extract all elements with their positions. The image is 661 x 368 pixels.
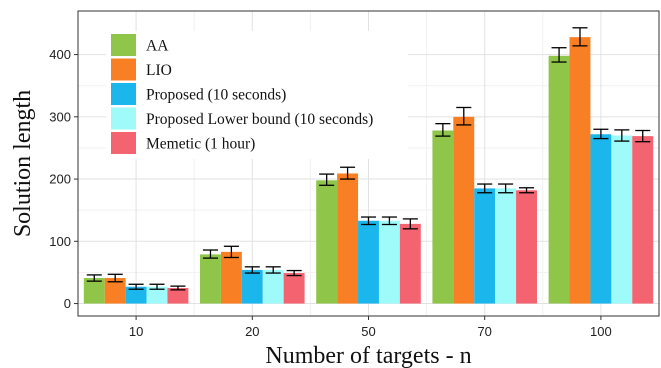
legend: AA LIO Proposed (10 seconds) Proposed Lower… xyxy=(106,31,408,159)
bar xyxy=(569,37,591,304)
bar xyxy=(146,286,168,304)
bar xyxy=(83,278,105,304)
bar xyxy=(378,220,400,304)
x-tick-label: 70 xyxy=(477,324,491,339)
bar xyxy=(632,136,654,304)
x-tick-label: 100 xyxy=(590,324,612,339)
legend-label: Proposed (10 seconds) xyxy=(146,87,286,104)
x-tick-label: 50 xyxy=(361,324,375,339)
y-tick-label: 200 xyxy=(49,172,71,187)
bar xyxy=(474,188,496,304)
bar xyxy=(611,135,633,304)
y-tick-label: 0 xyxy=(64,296,71,311)
x-axis-title: Number of targets - n xyxy=(265,343,471,368)
legend-label: AA xyxy=(146,38,169,55)
bar xyxy=(337,173,359,304)
error-bars-group xyxy=(86,27,651,291)
legend-swatch xyxy=(111,132,136,154)
bar xyxy=(590,134,612,304)
legend-background xyxy=(106,31,408,159)
bar xyxy=(495,188,517,304)
bar xyxy=(200,254,221,304)
bar xyxy=(241,269,263,304)
y-axis: 0 100 200 300 400 xyxy=(49,47,78,311)
bar xyxy=(432,130,454,304)
bar xyxy=(316,180,338,304)
legend-label: LIO xyxy=(146,62,172,79)
y-tick-label: 300 xyxy=(49,109,71,124)
legend-swatch xyxy=(111,34,136,56)
bar xyxy=(125,286,147,304)
bar xyxy=(262,269,284,304)
bar xyxy=(283,273,305,304)
x-tick-label: 10 xyxy=(129,324,143,339)
legend-swatch xyxy=(111,58,136,81)
x-axis: 10 20 50 70 100 xyxy=(129,316,612,339)
bars-group xyxy=(83,37,654,304)
y-axis-title: Solution length xyxy=(10,90,36,237)
bar xyxy=(167,287,189,304)
bar xyxy=(453,116,475,304)
x-tick-label: 20 xyxy=(245,324,259,339)
legend-label: Proposed Lower bound (10 seconds) xyxy=(146,111,373,128)
bar xyxy=(516,190,537,304)
legend-swatch xyxy=(111,83,136,105)
bar xyxy=(220,251,242,304)
bar xyxy=(399,223,421,304)
y-tick-label: 400 xyxy=(49,47,71,62)
bar xyxy=(358,220,379,304)
y-tick-label: 100 xyxy=(49,234,71,249)
legend-label: Memetic (1 hour) xyxy=(146,136,255,153)
legend-swatch xyxy=(111,107,136,130)
bar xyxy=(548,55,570,304)
bar xyxy=(104,278,126,304)
